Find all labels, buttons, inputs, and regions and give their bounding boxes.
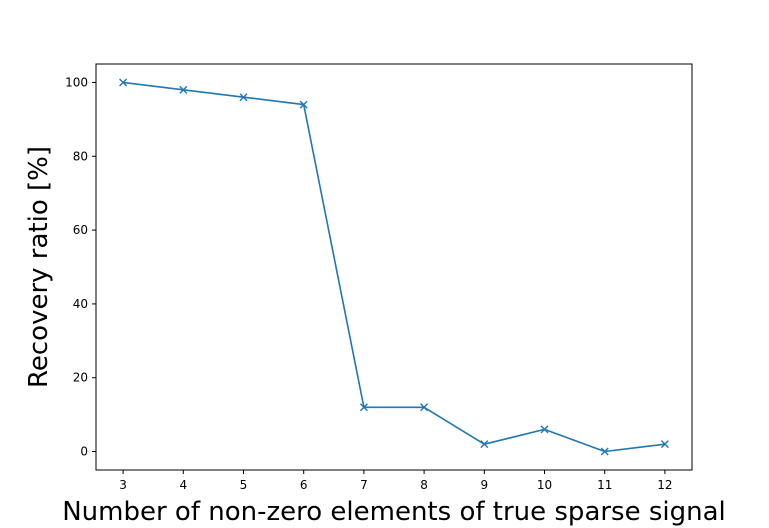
data-point-marker xyxy=(540,425,549,434)
x-tick-label: 3 xyxy=(119,478,127,492)
y-tick-label: 80 xyxy=(73,149,88,163)
y-axis-label: Recovery ratio [%] xyxy=(24,146,54,388)
data-point-marker xyxy=(420,403,429,412)
series-line xyxy=(123,81,665,453)
data-point-marker xyxy=(600,447,609,456)
data-point-marker xyxy=(179,85,188,94)
y-tick-label: 0 xyxy=(80,445,88,459)
data-point-marker xyxy=(239,93,248,102)
x-tick-label: 12 xyxy=(657,478,672,492)
data-point-marker xyxy=(359,403,368,412)
x-tick-label: 11 xyxy=(597,478,612,492)
x-tick-label: 4 xyxy=(179,478,187,492)
y-axis-ticks: 0 20 40 60 80 100 xyxy=(65,75,96,459)
x-tick-label: 5 xyxy=(240,478,248,492)
plot-frame xyxy=(95,63,693,471)
x-tick-label: 7 xyxy=(360,478,368,492)
x-axis-label: Number of non-zero elements of true spar… xyxy=(62,497,726,527)
x-axis-ticks: 3 4 5 6 7 8 9 10 11 12 xyxy=(119,470,673,492)
series-markers xyxy=(119,78,669,456)
data-point-marker xyxy=(299,100,308,109)
data-point-marker xyxy=(119,78,128,87)
plot-area xyxy=(96,64,692,470)
y-tick-label: 60 xyxy=(73,223,88,237)
x-tick-label: 10 xyxy=(537,478,552,492)
y-tick-label: 20 xyxy=(73,371,88,385)
y-tick-label: 100 xyxy=(65,75,88,89)
x-tick-label: 8 xyxy=(420,478,428,492)
data-point-marker xyxy=(660,440,669,449)
data-point-marker xyxy=(480,440,489,449)
y-tick-label: 40 xyxy=(73,297,88,311)
x-tick-label: 6 xyxy=(300,478,308,492)
x-tick-label: 9 xyxy=(480,478,488,492)
